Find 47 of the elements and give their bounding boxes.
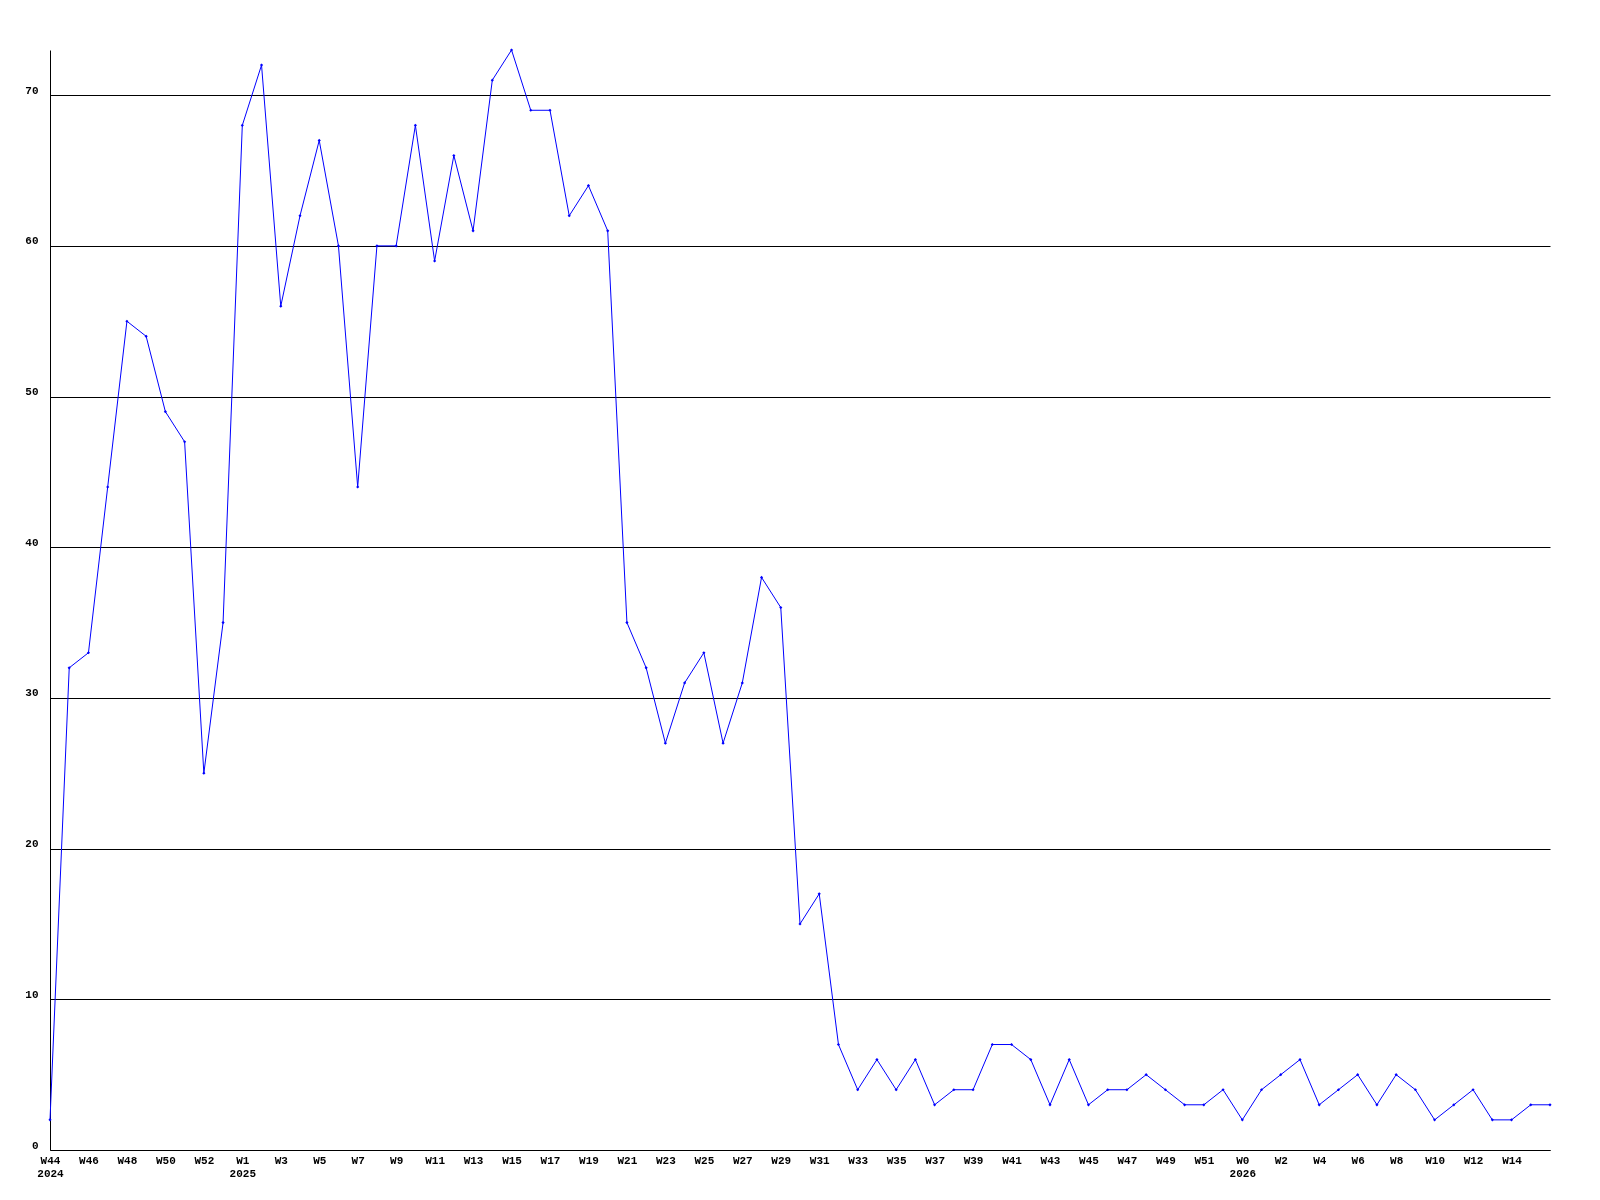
y-tick-label: 40 — [25, 536, 39, 549]
x-tick-label: W25 — [694, 1154, 715, 1167]
x-tick-label: W0 2026 — [1229, 1154, 1257, 1180]
x-tick-label: W39 — [963, 1154, 984, 1167]
x-tick-label: W6 — [1351, 1154, 1365, 1167]
x-tick-label: W21 — [617, 1154, 638, 1167]
x-tick-label: W50 — [155, 1154, 176, 1167]
x-tick-label: W43 — [1040, 1154, 1061, 1167]
x-tick-label: W31 — [809, 1154, 831, 1167]
x-tick-label: W10 — [1425, 1154, 1446, 1167]
x-tick-label: W49 — [1155, 1154, 1176, 1167]
x-tick-label: W13 — [463, 1154, 484, 1167]
x-tick-label: W4 — [1313, 1154, 1327, 1167]
x-tick-label: W1 2025 — [229, 1154, 257, 1180]
y-tick-label: 10 — [25, 988, 39, 1001]
x-tick-label: W52 — [194, 1154, 215, 1167]
x-tick-label: W29 — [771, 1154, 792, 1167]
x-tick-label: W11 — [425, 1154, 446, 1167]
x-tick-label: W15 — [502, 1154, 523, 1167]
y-tick-label: 0 — [31, 1139, 39, 1152]
x-tick-label: W41 — [1002, 1154, 1023, 1167]
x-tick-label: W14 — [1502, 1154, 1523, 1167]
x-tick-label: W5 — [313, 1154, 327, 1167]
x-tick-label: W8 — [1390, 1154, 1404, 1167]
x-tick-label: W17 — [540, 1154, 561, 1167]
x-tick-label: W47 — [1117, 1154, 1138, 1167]
x-tick-label: W33 — [848, 1154, 869, 1167]
y-tick-label: 60 — [25, 235, 39, 248]
x-tick-label: W35 — [886, 1154, 907, 1167]
x-tick-label: W9 — [390, 1154, 404, 1167]
x-tick-label: W46 — [79, 1154, 99, 1167]
x-tick-label: W45 — [1079, 1154, 1100, 1167]
y-tick-label: 70 — [25, 84, 39, 97]
y-tick-label: 50 — [25, 386, 39, 399]
x-tick-label: W7 — [351, 1154, 365, 1167]
x-tick-label: W37 — [925, 1154, 946, 1167]
y-tick-label: 30 — [25, 687, 39, 700]
x-tick-label: W51 — [1194, 1154, 1215, 1167]
x-tick-label: W2 — [1274, 1154, 1288, 1167]
x-tick-label: W23 — [655, 1154, 677, 1167]
y-tick-label: 20 — [25, 838, 39, 851]
x-tick-label: W3 — [274, 1154, 289, 1167]
x-tick-label: W48 — [117, 1154, 138, 1167]
x-tick-label: W44 2024 — [37, 1154, 65, 1180]
x-tick-label: W19 — [579, 1154, 599, 1167]
x-tick-label: W12 — [1463, 1154, 1484, 1167]
x-tick-label: W27 — [732, 1154, 753, 1167]
